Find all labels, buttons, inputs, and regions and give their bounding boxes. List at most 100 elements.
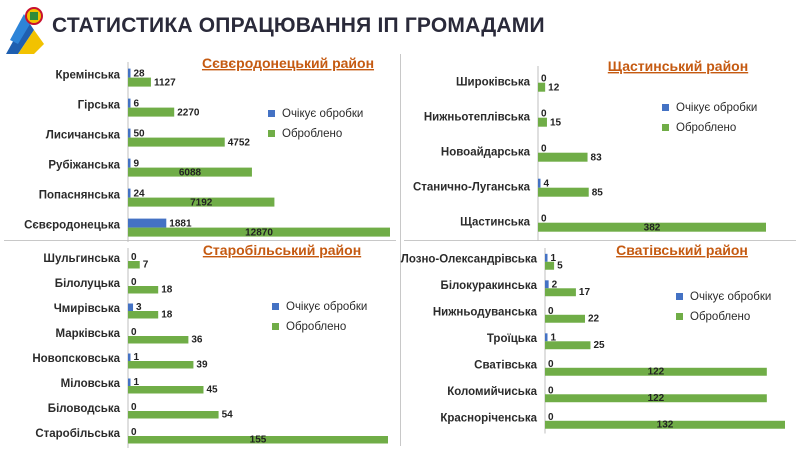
legend-swatch-pending [676,293,683,300]
bar-processed-лозно-олександрівська [545,261,555,270]
bar-processed-біловодська [128,411,219,419]
data-label-processed-широківська: 12 [548,83,560,94]
data-label-processed-сєвєродонецька: 12870 [245,228,273,239]
legend-swatch-processed [268,130,275,137]
chart-title: Сватівський район [616,242,748,258]
data-label-pending-міловська: 1 [134,377,140,388]
category-label-сєвєродонецька: Сєвєродонецька [24,220,121,232]
bar-pending-рубіжанська [128,158,131,168]
category-label-станично-луганська: Станично-Луганська [413,181,531,193]
bar-processed-коломийчиська [545,394,767,403]
category-label-міловська: Міловська [61,378,121,390]
category-label-красноріченська: Красноріченська [440,413,537,425]
bar-processed-гірська [128,107,175,117]
data-label-pending-нижньотеплівська: 0 [541,109,547,120]
data-label-pending-білолуцька: 0 [131,277,137,288]
legend-swatch-pending [268,110,275,117]
data-label-processed-сватівська: 122 [648,367,665,378]
data-label-processed-лисичанська: 4752 [228,138,251,149]
category-label-чмирівська: Чмирівська [54,303,121,315]
category-label-шульгинська: Шульгинська [43,253,120,265]
data-label-processed-білолуцька: 18 [161,285,173,296]
data-label-pending-нижньодуванська: 0 [548,306,554,317]
data-label-processed-попаснянська: 7192 [190,198,213,209]
bar-pending-станично-луганська [538,178,541,188]
data-label-pending-лозно-олександрівська: 1 [551,253,557,264]
chart-title: Старобільський район [203,242,361,258]
data-label-processed-нижньотеплівська: 15 [550,118,562,129]
category-label-білолуцька: Білолуцька [55,278,121,290]
category-label-новопсковська: Новопсковська [32,353,120,365]
data-label-processed-старобільська: 155 [250,435,267,446]
bar-processed-кремінська [128,77,151,87]
data-label-processed-шульгинська: 7 [143,260,149,271]
bar-processed-станично-луганська [538,187,589,197]
category-label-новоайдарська: Новоайдарська [441,146,531,158]
category-label-щастинська: Щастинська [460,216,531,228]
legend-swatch-processed [272,323,279,330]
legend-label-pending: Очікує обробки [676,102,757,114]
data-label-processed-кремінська: 1127 [154,78,176,89]
category-label-коломийчиська: Коломийчиська [447,386,537,398]
category-label-нижньодуванська: Нижньодуванська [433,307,538,319]
bar-processed-новоайдарська [538,152,588,162]
bar-pending-лозно-олександрівська [545,253,548,262]
category-label-лисичанська: Лисичанська [46,130,121,142]
bar-pending-попаснянська [128,188,131,198]
bar-processed-попаснянська [128,197,275,207]
data-label-pending-шульгинська: 0 [131,252,137,263]
data-label-pending-новопсковська: 1 [134,352,140,363]
bar-processed-нижньодуванська [545,314,585,323]
bar-pending-сєвєродонецька [128,218,167,228]
bar-processed-широківська [538,82,546,92]
category-label-нижньотеплівська: Нижньотеплівська [424,111,531,123]
bar-processed-новопсковська [128,361,194,369]
legend-label-pending: Очікує обробки [690,291,771,303]
bar-pending-чмирівська [128,303,134,311]
bar-processed-красноріченська [545,420,785,429]
data-label-pending-білокуракинська: 2 [552,279,558,290]
data-label-processed-рубіжанська: 6088 [179,168,202,179]
data-label-pending-красноріченська: 0 [548,412,554,423]
bar-processed-сєвєродонецька [128,227,390,237]
panel-divider-horizontal-left [4,240,396,241]
legend-swatch-processed [662,124,669,131]
bar-processed-лисичанська [128,137,225,147]
bar-pending-троїцька [545,333,548,342]
category-label-попаснянська: Попаснянська [39,190,121,202]
category-label-рубіжанська: Рубіжанська [48,160,120,172]
data-label-processed-чмирівська: 18 [161,310,173,321]
data-label-pending-новоайдарська: 0 [541,144,547,155]
data-label-processed-марківська: 36 [191,335,203,346]
legend-label-processed: Оброблено [676,122,736,134]
legend-label-pending: Очікує обробки [286,301,367,313]
data-label-processed-красноріченська: 132 [657,420,674,431]
data-label-pending-гірська: 6 [134,99,140,110]
bar-pending-кремінська [128,68,131,78]
data-label-pending-біловодська: 0 [131,402,137,413]
data-label-pending-чмирівська: 3 [136,302,142,313]
data-label-pending-широківська: 0 [541,74,547,85]
bar-processed-марківська [128,336,189,344]
data-label-pending-марківська: 0 [131,327,137,338]
legend-swatch-pending [662,104,669,111]
panel-divider-horizontal-right [404,240,796,241]
bar-pending-новопсковська [128,353,131,361]
bar-processed-троїцька [545,341,591,350]
bar-processed-старобільська [128,436,388,444]
category-label-лозно-олександрівська: Лозно-Олександрівська [401,254,538,266]
bar-processed-нижньотеплівська [538,117,547,127]
category-label-марківська: Марківська [56,328,121,340]
data-label-pending-сватівська: 0 [548,359,554,370]
data-label-pending-станично-луганська: 4 [544,179,550,190]
category-label-широківська: Широківська [456,76,531,88]
bar-processed-шульгинська [128,261,140,269]
bar-processed-чмирівська [128,311,159,319]
category-label-старобільська: Старобільська [35,428,120,440]
legend-label-processed: Оброблено [690,311,750,323]
data-label-processed-лозно-олександрівська: 5 [557,261,563,272]
legend-swatch-processed [676,313,683,320]
category-label-гірська: Гірська [78,100,121,112]
